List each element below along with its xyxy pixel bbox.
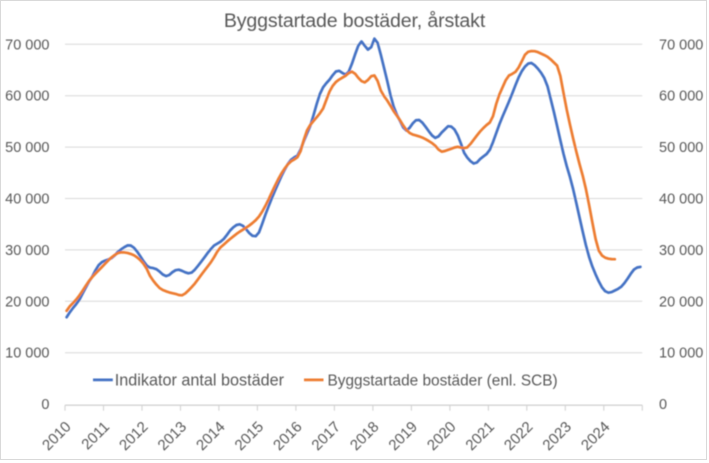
svg-text:2012: 2012 <box>116 418 152 454</box>
svg-text:10 000: 10 000 <box>5 346 49 362</box>
svg-text:2015: 2015 <box>232 418 268 454</box>
svg-text:20 000: 20 000 <box>5 294 49 310</box>
svg-text:2019: 2019 <box>385 418 421 454</box>
svg-text:2020: 2020 <box>424 418 460 454</box>
svg-text:50 000: 50 000 <box>5 140 49 156</box>
svg-text:2018: 2018 <box>347 418 383 454</box>
svg-text:2022: 2022 <box>501 418 537 454</box>
svg-text:Byggstartade bostäder, årstakt: Byggstartade bostäder, årstakt <box>224 10 486 32</box>
svg-text:Indikator antal bostäder: Indikator antal bostäder <box>115 371 285 389</box>
svg-text:Byggstartade bostäder (enl. SC: Byggstartade bostäder (enl. SCB) <box>328 372 558 389</box>
svg-text:30 000: 30 000 <box>5 243 49 259</box>
svg-text:0: 0 <box>659 397 667 413</box>
svg-text:40 000: 40 000 <box>5 192 49 208</box>
svg-text:20 000: 20 000 <box>659 294 703 310</box>
svg-text:10 000: 10 000 <box>659 346 703 362</box>
svg-text:30 000: 30 000 <box>659 243 703 259</box>
svg-text:40 000: 40 000 <box>659 192 703 208</box>
svg-text:2016: 2016 <box>270 418 306 454</box>
svg-text:2021: 2021 <box>462 418 498 454</box>
svg-text:2011: 2011 <box>78 418 113 453</box>
svg-text:0: 0 <box>41 397 49 413</box>
svg-text:70 000: 70 000 <box>659 37 703 53</box>
svg-text:50 000: 50 000 <box>659 140 703 156</box>
svg-text:2013: 2013 <box>155 418 191 454</box>
svg-text:60 000: 60 000 <box>5 89 49 105</box>
svg-text:60 000: 60 000 <box>659 89 703 105</box>
svg-text:70 000: 70 000 <box>5 37 49 53</box>
svg-text:2010: 2010 <box>39 418 75 454</box>
svg-text:2024: 2024 <box>578 418 614 454</box>
svg-text:2014: 2014 <box>193 418 229 454</box>
svg-text:2017: 2017 <box>308 418 344 454</box>
svg-text:2023: 2023 <box>539 418 575 454</box>
